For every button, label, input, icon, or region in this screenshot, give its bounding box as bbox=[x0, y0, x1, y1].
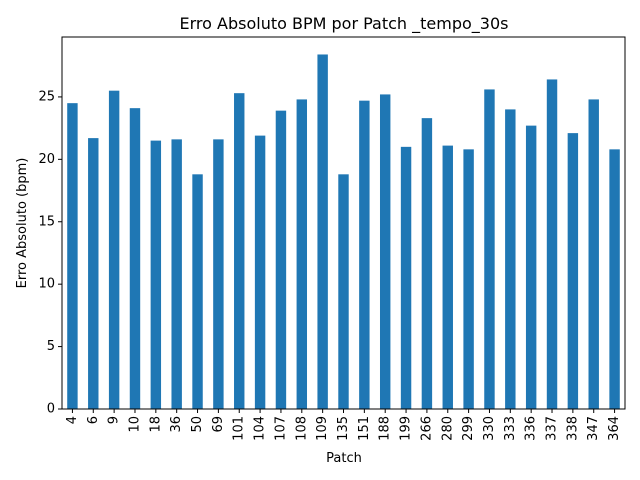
bar-10 bbox=[129, 108, 141, 410]
x-tick-label-337: 337 bbox=[545, 416, 560, 441]
bar-151 bbox=[359, 100, 370, 409]
x-tick-label-333: 333 bbox=[503, 416, 518, 441]
x-tick-label-108: 108 bbox=[294, 416, 309, 441]
x-tick-label-6: 6 bbox=[86, 416, 101, 424]
y-tick-label-5: 5 bbox=[47, 339, 55, 354]
bar-347 bbox=[588, 99, 599, 409]
x-tick-label-18: 18 bbox=[148, 416, 163, 433]
bar-333 bbox=[505, 109, 516, 410]
x-axis-label: Patch bbox=[326, 451, 362, 466]
bar-188 bbox=[379, 94, 391, 409]
x-tick-label-36: 36 bbox=[169, 416, 184, 433]
bar-108 bbox=[296, 99, 308, 409]
bar-299 bbox=[463, 149, 474, 409]
x-tick-label-188: 188 bbox=[378, 416, 393, 441]
bar-6 bbox=[88, 138, 99, 410]
bar-50 bbox=[192, 174, 203, 409]
bar-101 bbox=[234, 93, 245, 409]
y-axis-label: Erro Absoluto (bpm) bbox=[15, 158, 30, 289]
x-tick-label-364: 364 bbox=[607, 416, 622, 441]
y-tick-label-20: 20 bbox=[38, 152, 55, 167]
bar-135 bbox=[338, 174, 349, 409]
bar-336 bbox=[525, 125, 537, 410]
bar-18 bbox=[150, 140, 162, 410]
y-tick-label-10: 10 bbox=[38, 277, 55, 292]
bar-280 bbox=[442, 145, 453, 409]
bar-9 bbox=[108, 90, 120, 409]
x-tick-label-50: 50 bbox=[190, 416, 205, 433]
x-tick-label-338: 338 bbox=[565, 416, 580, 441]
bar-69 bbox=[213, 139, 224, 409]
x-tick-label-135: 135 bbox=[336, 416, 351, 441]
x-tick-label-107: 107 bbox=[273, 416, 288, 441]
bars-group bbox=[67, 54, 620, 410]
bar-4 bbox=[67, 103, 78, 409]
x-tick-label-104: 104 bbox=[253, 416, 268, 441]
bar-337 bbox=[546, 79, 558, 409]
x-tick-label-151: 151 bbox=[357, 416, 372, 441]
y-axis: 0 5 10 15 20 25 bbox=[38, 89, 62, 417]
x-tick-label-336: 336 bbox=[524, 416, 539, 441]
y-tick-label-25: 25 bbox=[38, 89, 55, 104]
bar-107 bbox=[275, 110, 287, 410]
bar-109 bbox=[317, 54, 328, 410]
x-tick-label-4: 4 bbox=[65, 416, 80, 424]
bar-364 bbox=[609, 149, 620, 409]
x-tick-label-199: 199 bbox=[399, 416, 414, 441]
x-tick-label-9: 9 bbox=[107, 416, 122, 424]
x-tick-label-266: 266 bbox=[419, 416, 434, 441]
bar-266 bbox=[421, 118, 433, 410]
x-tick-label-299: 299 bbox=[461, 416, 476, 441]
bar-104 bbox=[254, 135, 266, 410]
bar-338 bbox=[567, 133, 579, 410]
bar-330 bbox=[484, 89, 495, 409]
x-tick-label-69: 69 bbox=[211, 416, 226, 433]
x-tick-label-347: 347 bbox=[586, 416, 601, 441]
bar-36 bbox=[171, 139, 182, 409]
x-tick-label-330: 330 bbox=[482, 416, 497, 441]
bar-199 bbox=[400, 146, 412, 409]
x-tick-label-10: 10 bbox=[127, 416, 142, 433]
chart-title: Erro Absoluto BPM por Patch _tempo_30s bbox=[180, 14, 509, 34]
plot-frame bbox=[61, 36, 626, 410]
x-tick-label-101: 101 bbox=[232, 416, 247, 441]
y-tick-label-15: 15 bbox=[38, 214, 55, 229]
x-tick-label-280: 280 bbox=[440, 416, 455, 441]
x-axis: 4 6 9 10 18 36 50 69 101 104 107 108 109 135 151 188 199… bbox=[65, 409, 622, 441]
x-tick-label-109: 109 bbox=[315, 416, 330, 441]
y-tick-label-0: 0 bbox=[47, 402, 55, 417]
